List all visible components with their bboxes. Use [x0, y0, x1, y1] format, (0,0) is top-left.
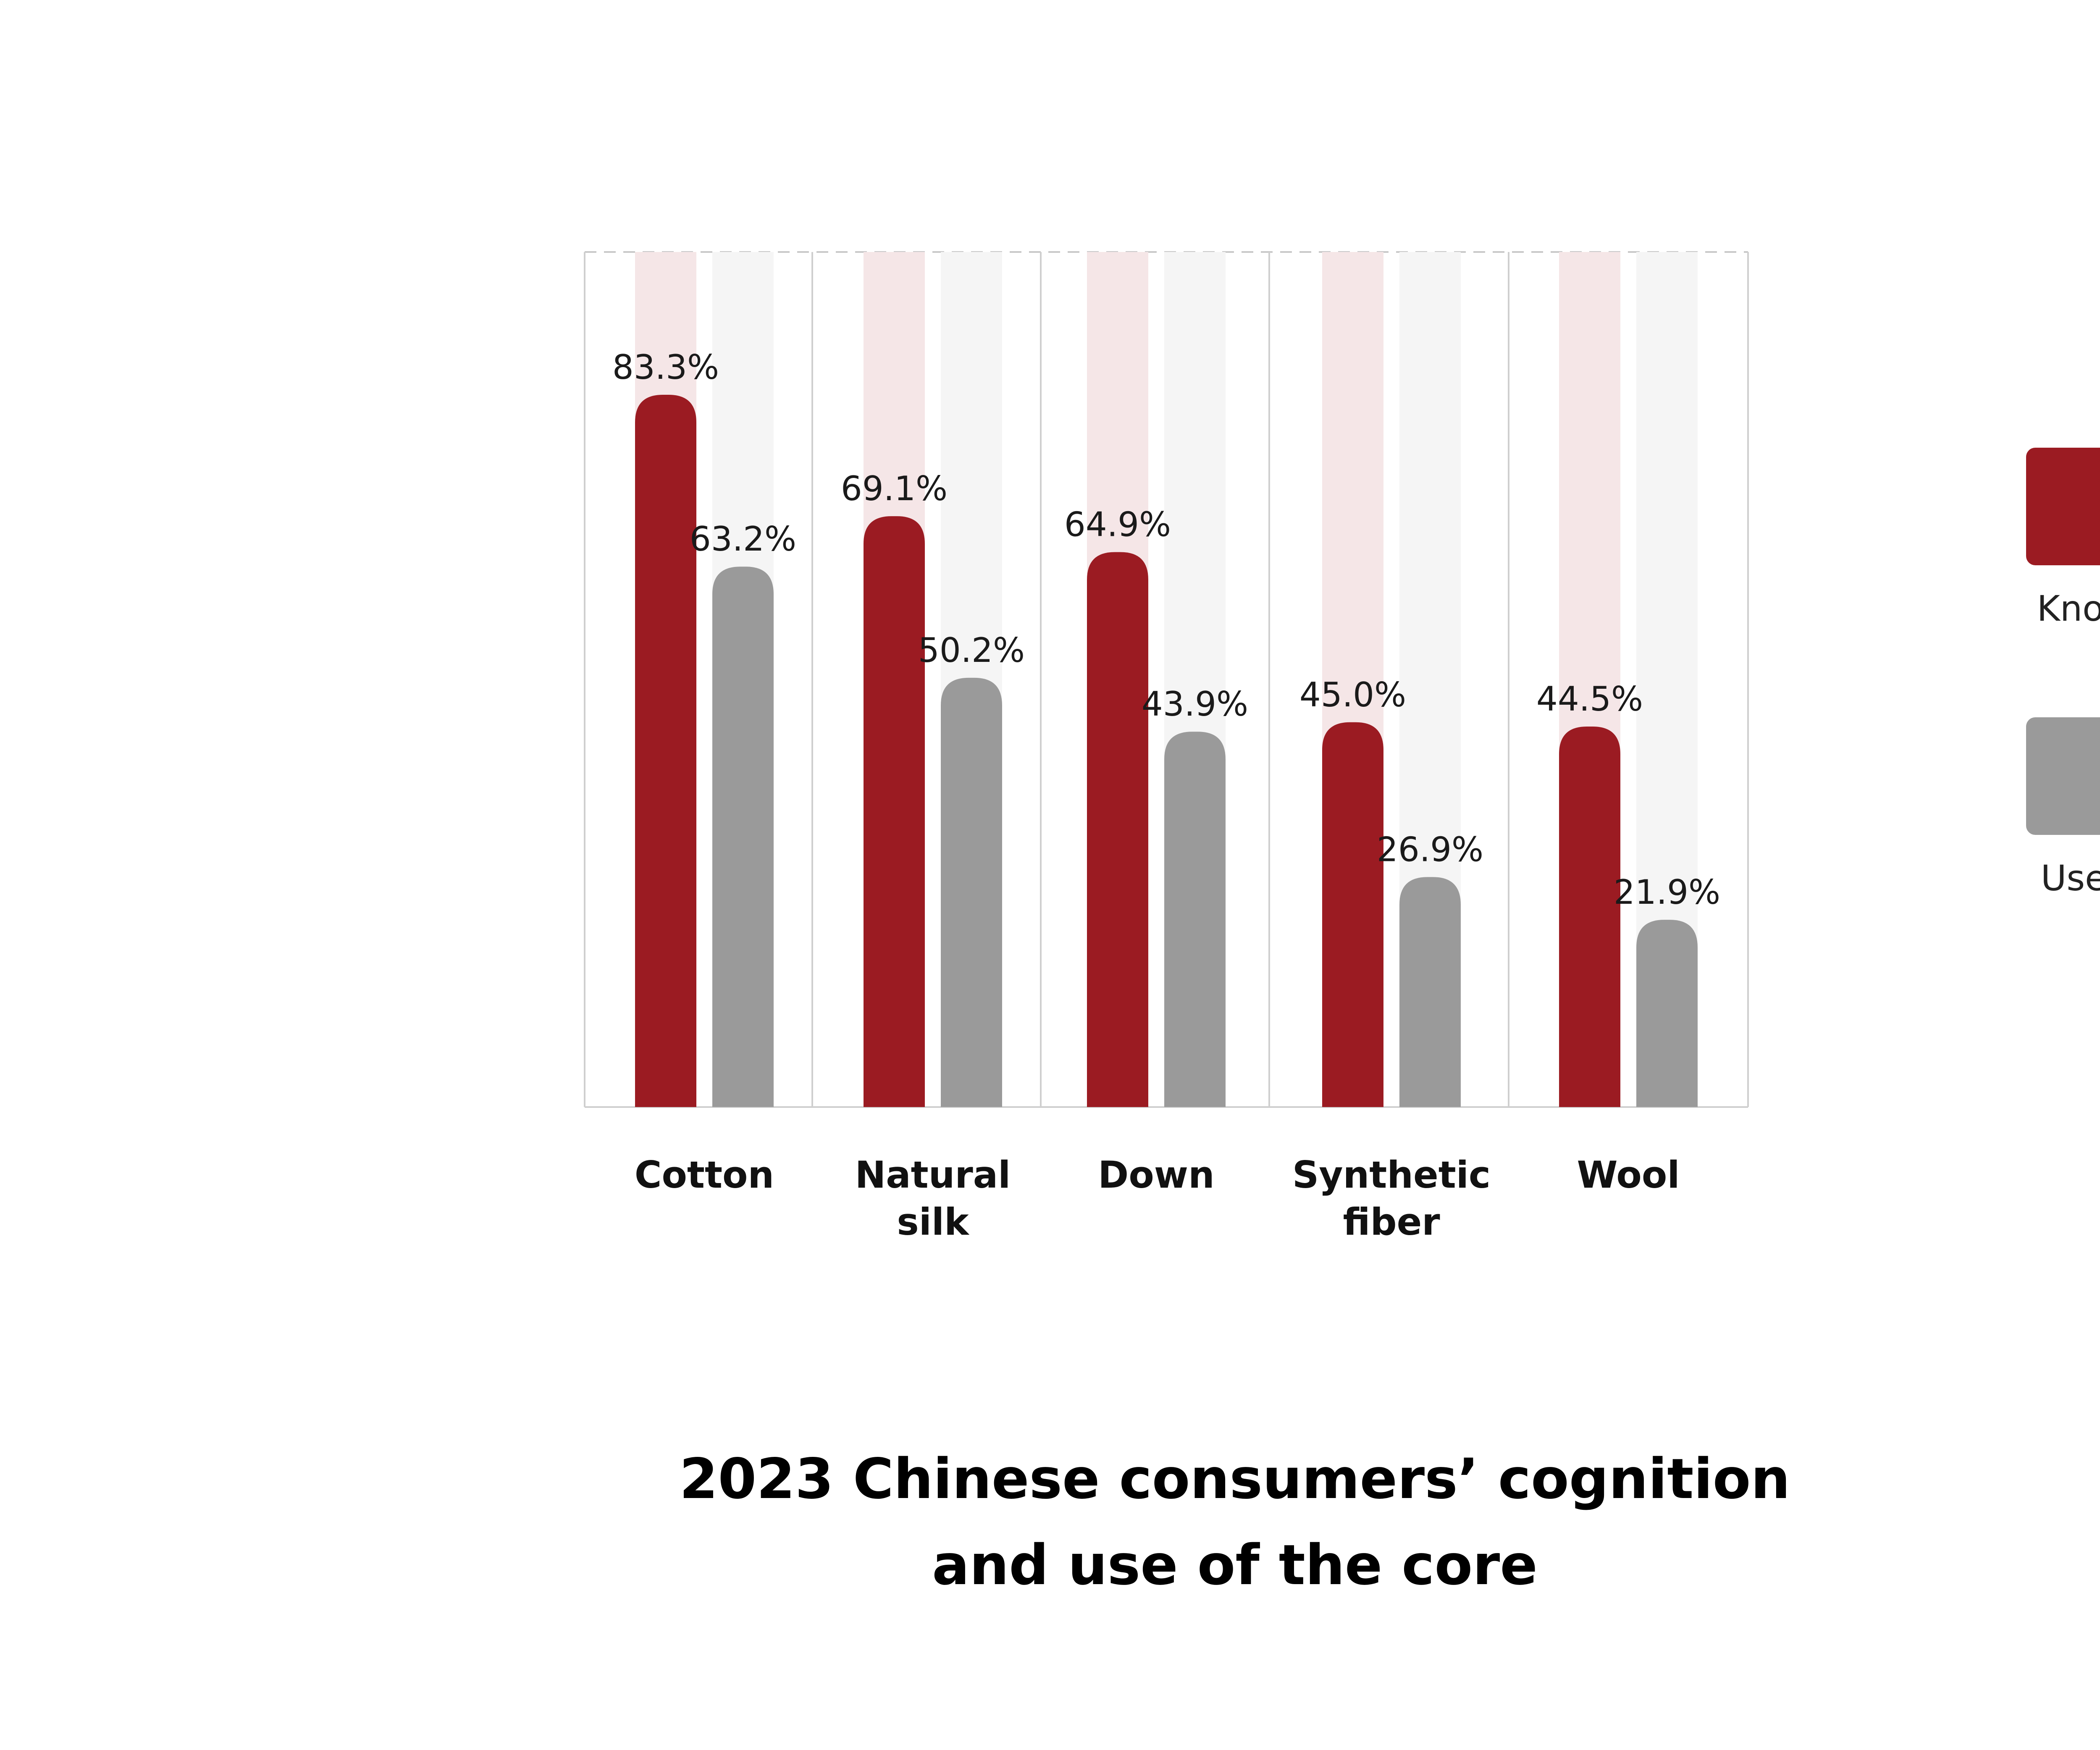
data-label: 44.5%	[1536, 680, 1643, 719]
chart-title-line-1: 2023 Chinese consumers’ cognition	[679, 1447, 1790, 1511]
x-tick-label-line: Down	[1098, 1153, 1214, 1196]
data-label: 50.2%	[918, 631, 1025, 670]
data-label: 43.9%	[1142, 685, 1248, 724]
x-tick-label: Cotton	[635, 1153, 774, 1196]
bar-used	[941, 677, 1002, 1107]
data-label: 69.1%	[841, 469, 948, 508]
legend-label-know: Know	[2037, 588, 2100, 629]
legend-swatch-used	[2026, 717, 2100, 835]
x-tick-label: Synthetic fiber	[1292, 1153, 1491, 1244]
x-tick-label-line: Synthetic	[1292, 1153, 1491, 1196]
legend: Know Used	[2026, 448, 2100, 899]
bar-know	[1087, 552, 1148, 1107]
chart-title-line-2: and use of the core	[932, 1533, 1538, 1598]
x-tick-label-line: Cotton	[635, 1153, 774, 1196]
x-tick-label-line: fiber	[1343, 1200, 1440, 1244]
legend-swatch-know	[2026, 448, 2100, 565]
bar-used	[1636, 920, 1698, 1107]
bar-know	[864, 516, 925, 1107]
data-label: 64.9%	[1064, 505, 1171, 544]
bar-know	[635, 395, 696, 1107]
x-tick-label-line: silk	[897, 1200, 970, 1244]
bar-used	[1399, 877, 1461, 1107]
x-tick-label-line: Wool	[1577, 1153, 1680, 1196]
bar-know	[1559, 726, 1620, 1107]
data-label: 26.9%	[1377, 830, 1483, 869]
data-label: 63.2%	[690, 519, 796, 559]
x-tick-label: Wool	[1577, 1153, 1680, 1196]
x-tick-label: Natural silk	[855, 1153, 1011, 1244]
x-tick-label-line: Natural	[855, 1153, 1011, 1196]
data-label: 83.3%	[612, 348, 719, 387]
bar-know	[1322, 722, 1383, 1107]
bar-used	[712, 567, 774, 1107]
x-tick-label: Down	[1098, 1153, 1214, 1196]
plot-area: 83.3% 63.2% 69.1% 50.2% 64.9% 43.9% 45.0% 26.9%…	[584, 251, 1749, 1244]
chart-title: 2023 Chinese consumers’ cognition and us…	[0, 1436, 2100, 1608]
legend-label-used: Used	[2041, 858, 2100, 899]
data-label: 45.0%	[1299, 675, 1406, 714]
data-label: 21.9%	[1614, 873, 1720, 912]
bar-used	[1164, 732, 1226, 1107]
